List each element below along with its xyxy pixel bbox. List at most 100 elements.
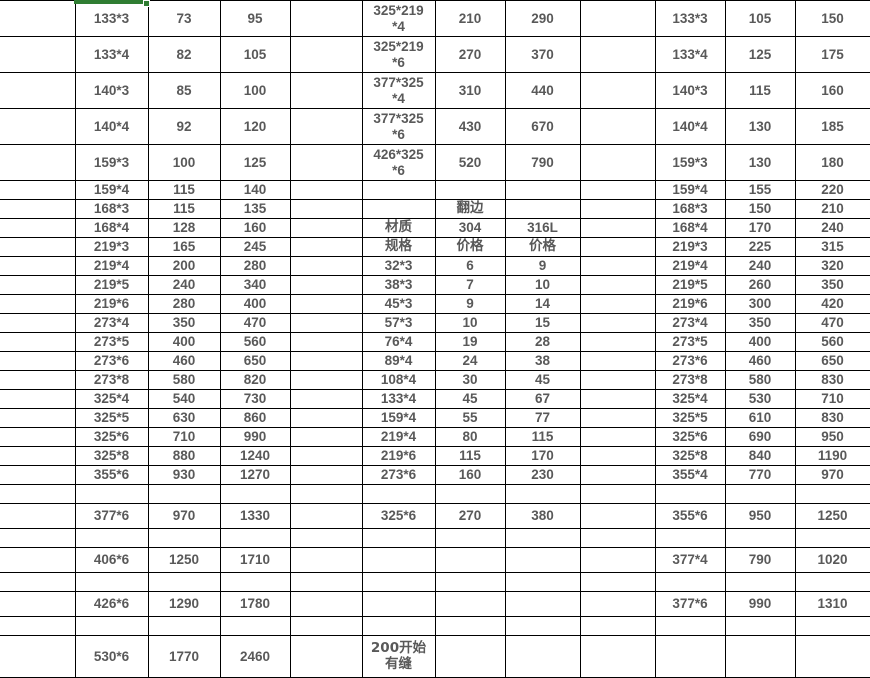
right-price-304-cell[interactable]: 840 [724,446,796,466]
right-price-304-cell[interactable]: 950 [724,503,796,529]
left-spec-cell[interactable] [74,616,149,636]
right-spec-cell[interactable]: 168*4 [654,218,726,238]
left-spec-cell[interactable]: 133*4 [74,36,149,73]
right-price-304-cell[interactable]: 610 [724,408,796,428]
middle-spec-cell[interactable] [361,572,436,592]
right-price-316l-cell[interactable]: 180 [794,144,870,181]
left-spec-cell[interactable]: 325*6 [74,427,149,447]
gap-cell[interactable] [579,446,656,466]
left-price-304-cell[interactable]: 880 [147,446,221,466]
gap-cell[interactable] [579,237,656,257]
right-spec-cell[interactable]: 325*5 [654,408,726,428]
gap-cell[interactable] [289,199,363,219]
middle-price-316l-cell[interactable]: 28 [504,332,581,352]
middle-price-316l-cell[interactable] [504,484,581,504]
gap-cell[interactable] [289,144,363,181]
middle-spec-cell[interactable]: 45*3 [361,294,436,314]
gap-cell[interactable] [579,294,656,314]
left-price-316l-cell[interactable]: 125 [219,144,291,181]
middle-price-304-cell[interactable] [434,572,506,592]
right-price-316l-cell[interactable]: 560 [794,332,870,352]
right-price-316l-cell[interactable]: 710 [794,389,870,409]
middle-price-304-cell[interactable]: 19 [434,332,506,352]
left-price-316l-cell[interactable] [219,484,291,504]
right-spec-cell[interactable]: 273*6 [654,351,726,371]
right-spec-cell[interactable]: 159*4 [654,180,726,200]
left-price-316l-cell[interactable]: 990 [219,427,291,447]
right-price-304-cell[interactable]: 240 [724,256,796,276]
left-price-304-cell[interactable]: 580 [147,370,221,390]
left-price-304-cell[interactable]: 710 [147,427,221,447]
right-price-304-cell[interactable]: 300 [724,294,796,314]
gap-cell[interactable] [289,332,363,352]
right-price-316l-cell[interactable]: 1190 [794,446,870,466]
gap-cell[interactable] [289,591,363,617]
right-spec-cell[interactable] [654,635,726,678]
gap-cell[interactable] [289,294,363,314]
left-price-316l-cell[interactable]: 2460 [219,635,291,678]
left-price-304-cell[interactable] [147,484,221,504]
middle-price-304-cell[interactable] [434,616,506,636]
middle-spec-cell[interactable]: 133*4 [361,389,436,409]
spacer-cell[interactable] [0,199,76,219]
right-price-304-cell[interactable]: 580 [724,370,796,390]
middle-price-316l-cell[interactable]: 45 [504,370,581,390]
left-price-304-cell[interactable]: 970 [147,503,221,529]
middle-price-316l-cell[interactable] [504,572,581,592]
gap-cell[interactable] [289,389,363,409]
gap-cell[interactable] [579,547,656,573]
right-price-316l-cell[interactable]: 210 [794,199,870,219]
gap-cell[interactable] [579,332,656,352]
right-spec-cell[interactable]: 168*3 [654,199,726,219]
gap-cell[interactable] [289,547,363,573]
middle-price-316l-cell[interactable]: 38 [504,351,581,371]
gap-cell[interactable] [289,72,363,109]
right-price-304-cell[interactable]: 125 [724,36,796,73]
gap-cell[interactable] [579,616,656,636]
middle-price-304-cell[interactable] [434,180,506,200]
middle-price-316l-cell[interactable]: 77 [504,408,581,428]
right-spec-cell[interactable]: 355*4 [654,465,726,485]
right-spec-cell[interactable]: 325*8 [654,446,726,466]
gap-cell[interactable] [579,180,656,200]
right-price-304-cell[interactable] [724,572,796,592]
middle-price-304-cell[interactable]: 30 [434,370,506,390]
left-spec-cell[interactable] [74,572,149,592]
gap-cell[interactable] [579,484,656,504]
middle-price-304-cell[interactable]: 55 [434,408,506,428]
left-price-316l-cell[interactable]: 730 [219,389,291,409]
grade-316l-header[interactable]: 316L [504,218,581,238]
spacer-cell[interactable] [0,591,76,617]
gap-cell[interactable] [579,0,656,37]
right-price-316l-cell[interactable]: 160 [794,72,870,109]
middle-price-304-cell[interactable]: 270 [434,36,506,73]
right-price-304-cell[interactable]: 260 [724,275,796,295]
middle-price-316l-cell[interactable]: 10 [504,275,581,295]
middle-price-316l-cell[interactable]: 14 [504,294,581,314]
left-price-316l-cell[interactable] [219,616,291,636]
gap-cell[interactable] [579,427,656,447]
right-price-316l-cell[interactable]: 315 [794,237,870,257]
middle-price-316l-cell[interactable]: 370 [504,36,581,73]
right-price-304-cell[interactable]: 690 [724,427,796,447]
flange-header-label[interactable]: 翻边 [434,199,506,219]
middle-price-316l-cell[interactable]: 9 [504,256,581,276]
middle-price-316l-cell[interactable]: 790 [504,144,581,181]
gap-cell[interactable] [289,108,363,145]
left-price-304-cell[interactable]: 82 [147,36,221,73]
right-price-316l-cell[interactable]: 240 [794,218,870,238]
middle-price-304-cell[interactable] [434,528,506,548]
left-spec-cell[interactable]: 325*8 [74,446,149,466]
gap-cell[interactable] [579,199,656,219]
right-spec-cell[interactable]: 219*6 [654,294,726,314]
right-price-304-cell[interactable]: 770 [724,465,796,485]
middle-spec-cell[interactable]: 377*325 *4 [361,72,436,109]
spacer-cell[interactable] [0,332,76,352]
left-price-316l-cell[interactable]: 135 [219,199,291,219]
right-spec-cell[interactable]: 133*3 [654,0,726,37]
right-price-304-cell[interactable] [724,528,796,548]
left-spec-cell[interactable]: 377*6 [74,503,149,529]
middle-spec-cell[interactable]: 76*4 [361,332,436,352]
gap-cell[interactable] [579,108,656,145]
